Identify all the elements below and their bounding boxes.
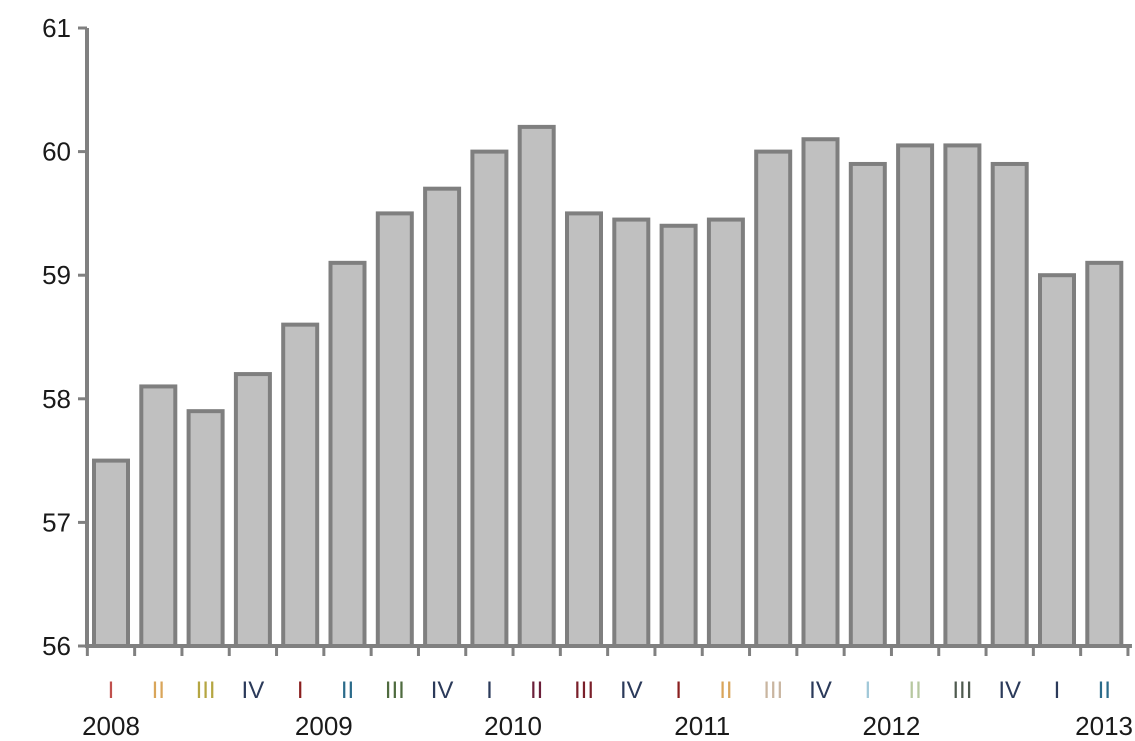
x-tick-label: II: [341, 677, 354, 704]
bar: [281, 322, 320, 648]
x-tick-label: IV: [809, 677, 832, 704]
bar: [186, 409, 225, 648]
x-tick-label: I: [1054, 677, 1061, 704]
x-tick-label: IV: [998, 677, 1021, 704]
x-tick-label: III: [385, 677, 405, 704]
x-tick-label: III: [763, 677, 783, 704]
x-tick-label: I: [108, 677, 115, 704]
bar: [517, 124, 556, 648]
bars: [92, 124, 1124, 649]
bar: [92, 458, 130, 648]
x-tick-label: IV: [620, 677, 643, 704]
bar: [801, 137, 840, 649]
bar: [139, 384, 178, 648]
x-tick-label: II: [530, 677, 543, 704]
y-tick-label: 59: [42, 260, 71, 290]
bar: [896, 143, 935, 648]
x-tick-label: III: [196, 677, 216, 704]
x-tick-label: I: [486, 677, 493, 704]
x-tick-label: II: [719, 677, 732, 704]
bar: [943, 143, 982, 648]
bar: [375, 211, 414, 648]
x-tick-label: I: [864, 677, 871, 704]
x-tick-label: III: [952, 677, 972, 704]
bar: [328, 260, 367, 648]
y-tick-label: 58: [42, 384, 71, 414]
x-axis: I II III IV I II III IV I II III IV I II III IV I II III IV…: [82, 644, 1133, 741]
bar: [233, 372, 272, 648]
bar: [565, 211, 603, 648]
bar: [1085, 260, 1124, 648]
bar: [423, 186, 462, 648]
bar: [470, 149, 509, 648]
bar: [848, 161, 887, 649]
y-tick-label: 60: [42, 137, 71, 167]
x-tick-label: I: [297, 677, 304, 704]
y-tick-label: 57: [42, 507, 71, 537]
bar: [990, 161, 1029, 649]
y-tick-label: 61: [42, 13, 71, 43]
x-tick-label: II: [152, 677, 165, 704]
x-tick-label: III: [574, 677, 594, 704]
y-tick-label: 56: [42, 631, 71, 661]
year-label: 2012: [863, 711, 921, 741]
bar: [659, 223, 698, 648]
x-tick-label: IV: [431, 677, 454, 704]
year-label: 2013: [1075, 711, 1133, 741]
year-label: 2010: [484, 711, 542, 741]
y-axis: 56 57 58 59 60 61: [42, 13, 89, 661]
bar: [1038, 273, 1076, 648]
bar: [706, 217, 745, 649]
year-label: 2008: [82, 711, 140, 741]
x-tick-label: II: [1098, 677, 1111, 704]
bar: [754, 149, 793, 648]
year-label: 2009: [295, 711, 353, 741]
x-tick-label: IV: [242, 677, 265, 704]
x-tick-label: I: [675, 677, 682, 704]
year-label: 2011: [674, 711, 730, 741]
bar: [612, 217, 651, 649]
x-tick-label: II: [908, 677, 921, 704]
